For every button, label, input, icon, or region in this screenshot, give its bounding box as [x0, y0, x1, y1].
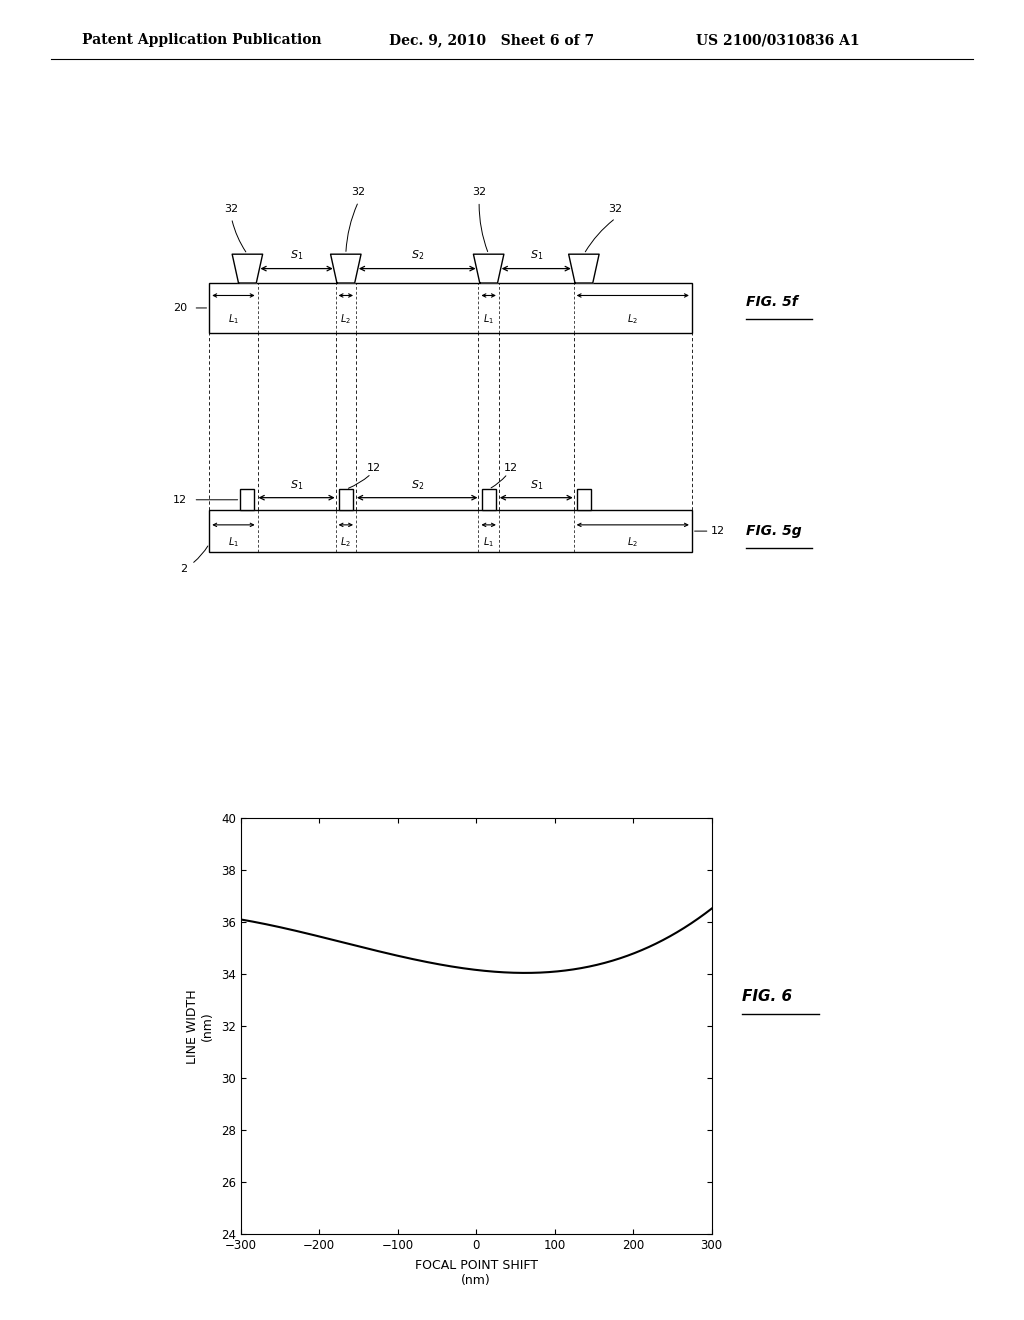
Text: Patent Application Publication: Patent Application Publication	[82, 33, 322, 48]
Text: FIG. 6: FIG. 6	[742, 989, 793, 1005]
Bar	[481, 490, 496, 511]
Bar	[241, 490, 254, 511]
Bar	[209, 511, 692, 552]
Text: $L_2$: $L_2$	[628, 313, 638, 326]
Text: 12: 12	[368, 462, 381, 473]
Text: 32: 32	[351, 187, 366, 197]
Text: 32: 32	[224, 203, 239, 214]
Text: 12: 12	[173, 495, 187, 504]
Text: $L_1$: $L_1$	[483, 536, 495, 549]
Text: Dec. 9, 2010   Sheet 6 of 7: Dec. 9, 2010 Sheet 6 of 7	[389, 33, 594, 48]
Polygon shape	[473, 255, 504, 282]
Text: 2: 2	[180, 564, 187, 573]
Text: 12: 12	[711, 527, 725, 536]
Y-axis label: LINE WIDTH
(nm): LINE WIDTH (nm)	[185, 989, 214, 1064]
Text: $L_1$: $L_1$	[483, 313, 495, 326]
Text: US 2100/0310836 A1: US 2100/0310836 A1	[696, 33, 860, 48]
Text: 32: 32	[472, 187, 486, 197]
Text: $L_2$: $L_2$	[628, 536, 638, 549]
X-axis label: FOCAL POINT SHIFT
(nm): FOCAL POINT SHIFT (nm)	[415, 1259, 538, 1287]
Text: $L_2$: $L_2$	[340, 536, 351, 549]
Polygon shape	[331, 255, 361, 282]
Text: 12: 12	[504, 462, 518, 473]
Text: 32: 32	[608, 203, 623, 214]
Text: $S_1$: $S_1$	[529, 478, 543, 492]
Text: FIG. 5f: FIG. 5f	[745, 296, 798, 309]
Text: 20: 20	[173, 304, 187, 313]
Bar	[209, 282, 692, 333]
Text: $L_1$: $L_1$	[228, 536, 239, 549]
Text: $S_1$: $S_1$	[290, 248, 303, 261]
Text: $S_2$: $S_2$	[411, 478, 424, 492]
Bar	[339, 490, 353, 511]
Bar	[577, 490, 591, 511]
Text: $L_1$: $L_1$	[228, 313, 239, 326]
Text: $S_2$: $S_2$	[411, 248, 424, 261]
Polygon shape	[568, 255, 599, 282]
Text: FIG. 5g: FIG. 5g	[745, 524, 802, 539]
Text: $S_1$: $S_1$	[529, 248, 543, 261]
Text: $L_2$: $L_2$	[340, 313, 351, 326]
Polygon shape	[232, 255, 262, 282]
Text: $S_1$: $S_1$	[290, 478, 303, 492]
